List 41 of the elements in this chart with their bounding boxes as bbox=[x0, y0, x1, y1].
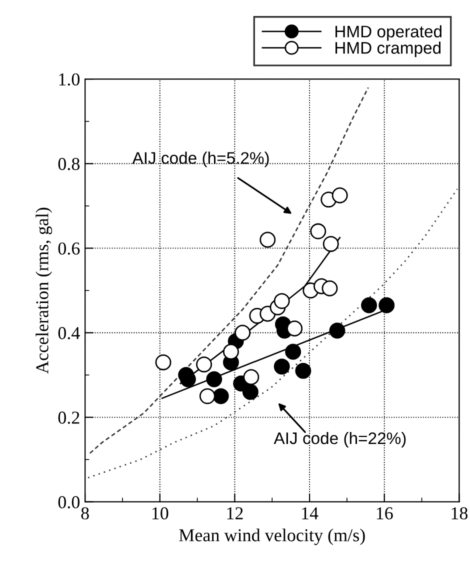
annotation: AIJ code (h=5.2%) bbox=[132, 152, 269, 168]
y-tick-label: 0.2 bbox=[58, 412, 80, 424]
point bbox=[242, 384, 258, 400]
point bbox=[285, 344, 302, 360]
point bbox=[274, 293, 290, 310]
point bbox=[310, 223, 326, 240]
point bbox=[378, 297, 395, 314]
y-tick-label: 0.8 bbox=[58, 158, 80, 170]
x-tick-label: 18 bbox=[452, 507, 468, 520]
legend-label: HMD cramped bbox=[336, 42, 441, 58]
point bbox=[206, 371, 222, 388]
point bbox=[286, 320, 303, 336]
point bbox=[295, 362, 312, 379]
point bbox=[223, 344, 239, 360]
x-tick-label: 12 bbox=[227, 507, 243, 520]
point bbox=[199, 388, 216, 404]
y-tick-label: 1.0 bbox=[59, 73, 80, 86]
point bbox=[329, 322, 346, 339]
x-tick-label: 14 bbox=[302, 507, 318, 520]
x-tick-label: 8 bbox=[81, 507, 89, 520]
x-tick-label: 10 bbox=[152, 507, 168, 520]
x-tick-label: 16 bbox=[376, 507, 393, 520]
line-series bbox=[87, 188, 458, 478]
point bbox=[243, 369, 260, 386]
legend-label: HMD operated bbox=[336, 25, 442, 41]
y-tick-label: 0.0 bbox=[58, 496, 80, 508]
point bbox=[322, 280, 338, 296]
y-tick-label: 0.6 bbox=[58, 242, 80, 255]
point bbox=[212, 388, 229, 404]
point bbox=[361, 297, 378, 314]
point bbox=[332, 187, 348, 204]
point bbox=[234, 324, 251, 341]
annotation: AIJ code (h=22%) bbox=[274, 432, 406, 448]
point bbox=[155, 354, 172, 370]
y-tick-label: 0.4 bbox=[58, 327, 80, 340]
point bbox=[322, 236, 339, 252]
point bbox=[196, 356, 212, 372]
y-axis-title: Acceleration (rms, gal) bbox=[36, 208, 52, 374]
x-axis-title: Mean wind velocity (m/s) bbox=[179, 528, 365, 546]
point bbox=[260, 232, 276, 248]
point bbox=[274, 358, 290, 375]
